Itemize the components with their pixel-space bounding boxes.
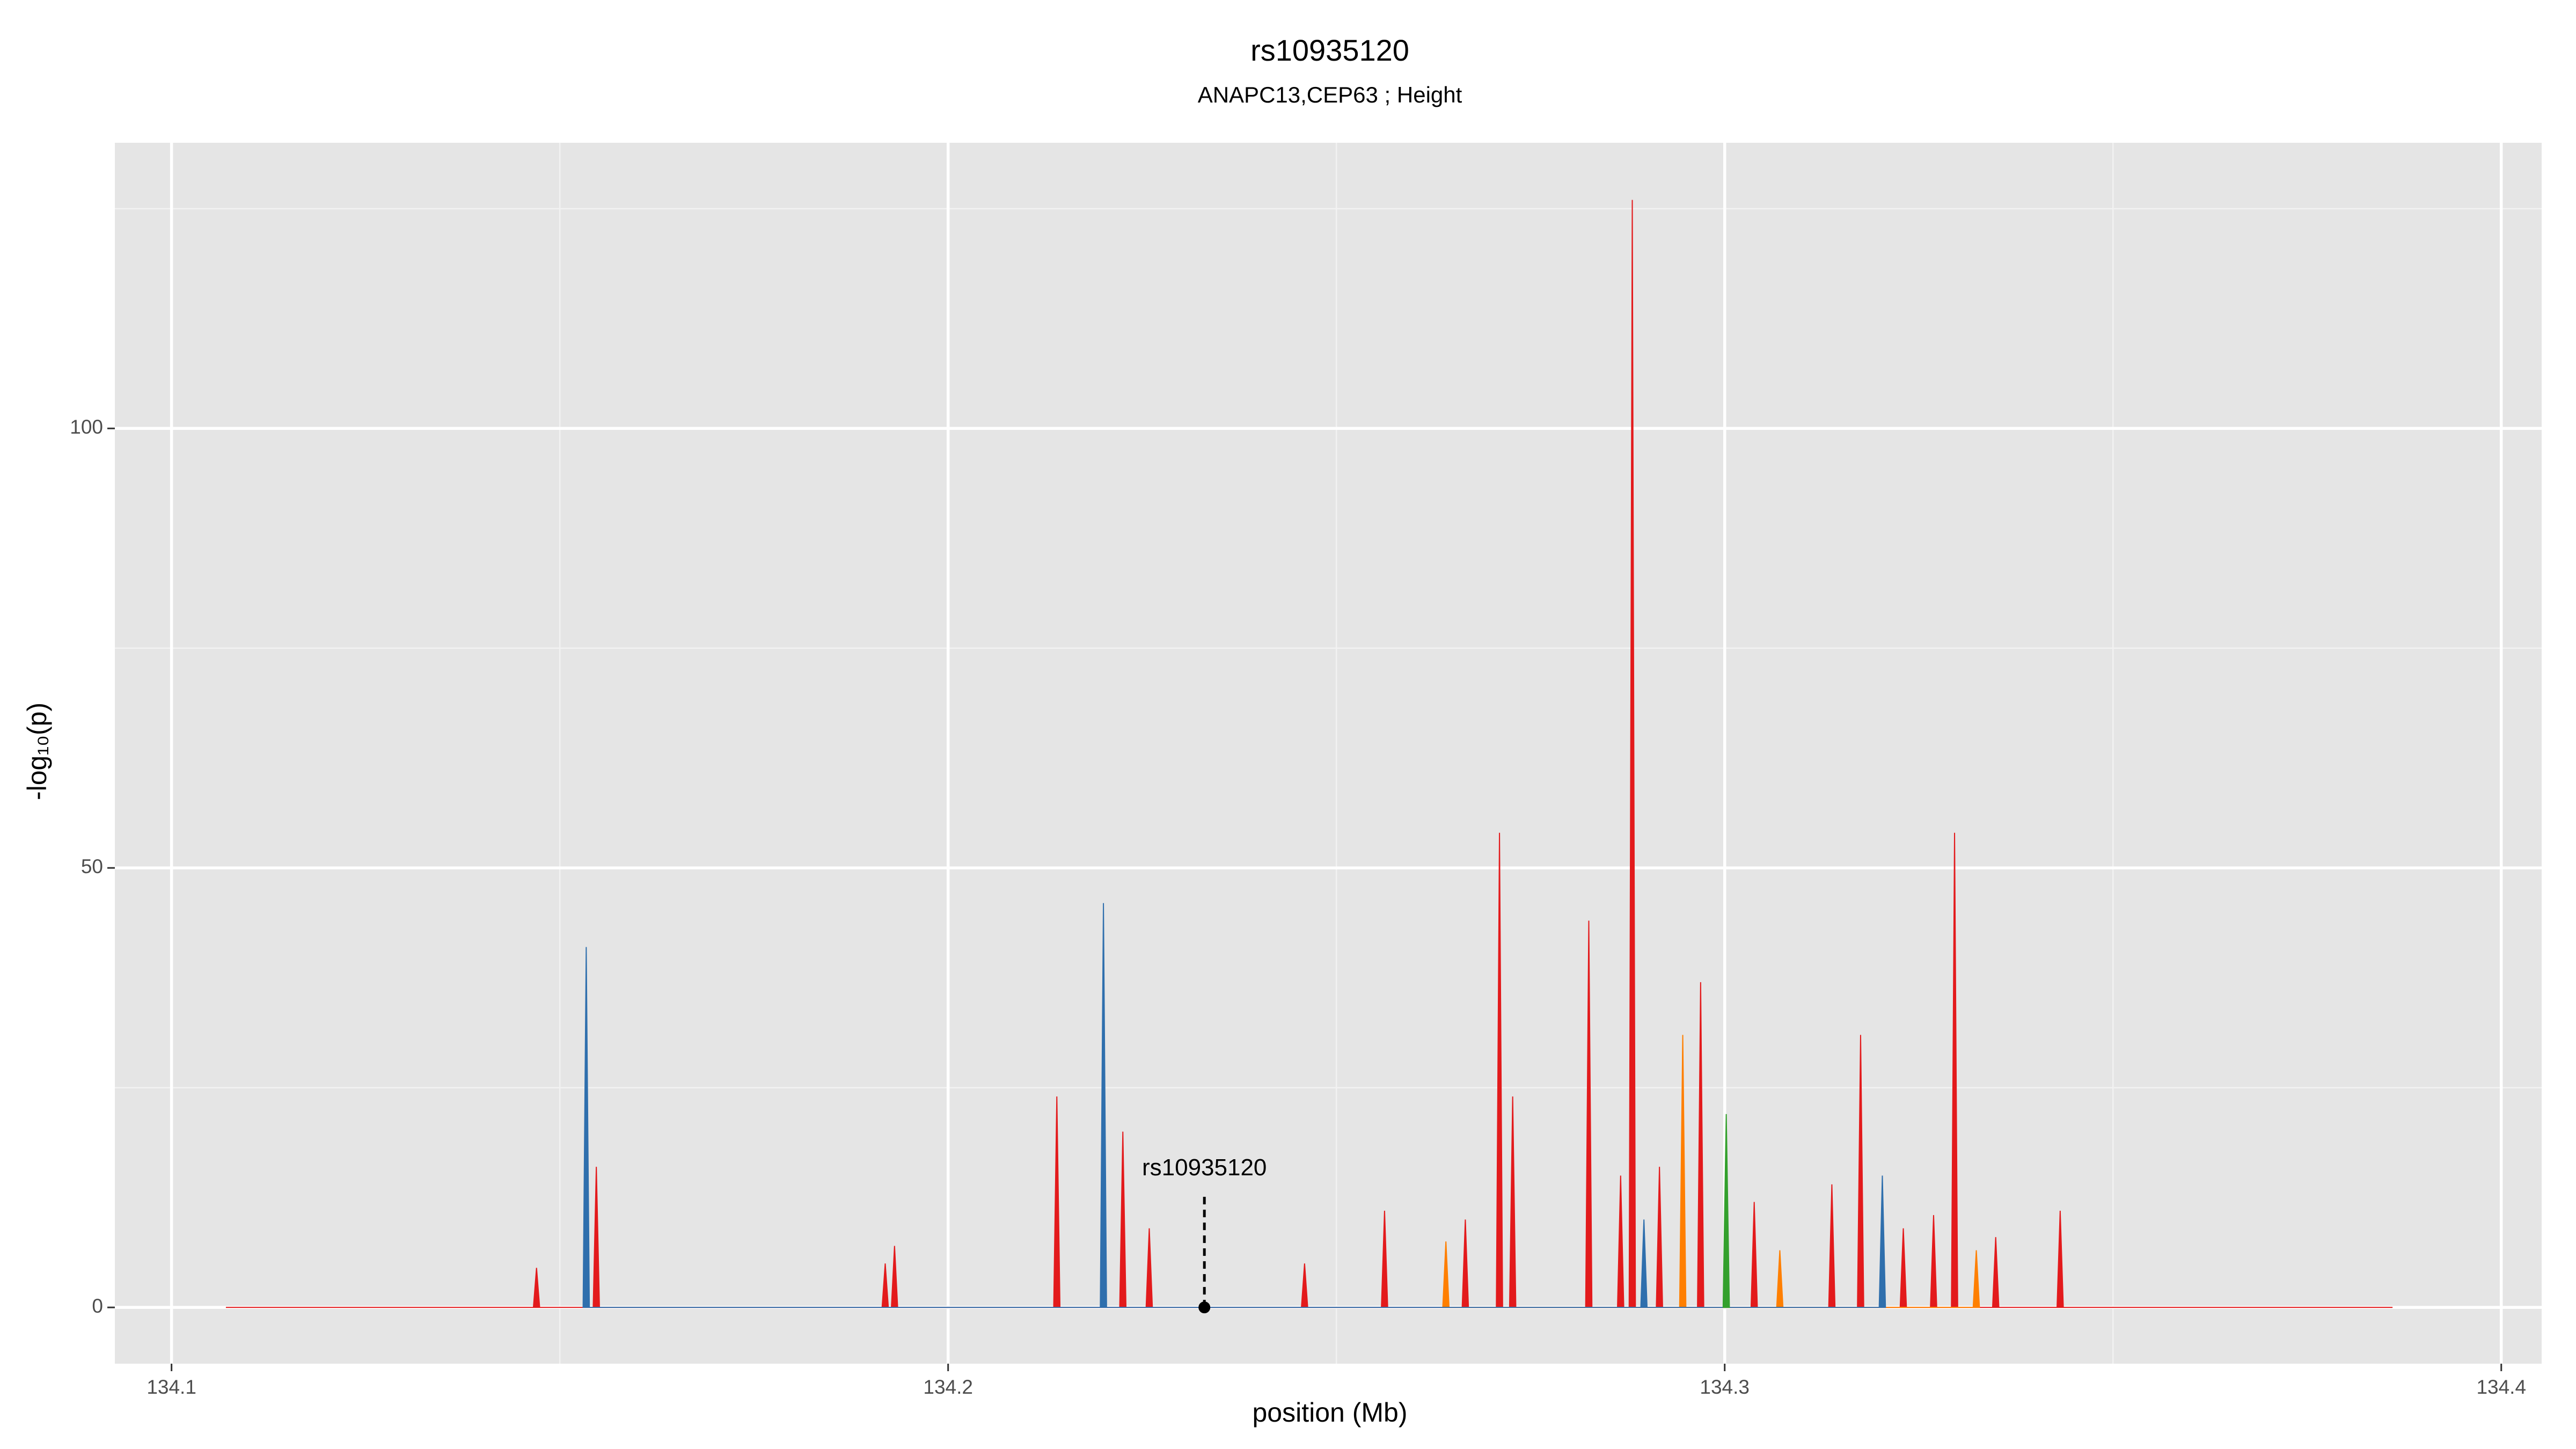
area xyxy=(582,903,1886,1308)
chart-subtitle: ANAPC13,CEP63 ; Height xyxy=(1198,82,1462,107)
x-axis-title: position (Mb) xyxy=(1253,1397,1408,1428)
y-tick-label: 100 xyxy=(70,416,103,438)
y-tick-label: 50 xyxy=(81,855,103,877)
annotation-point xyxy=(1198,1301,1211,1314)
x-tick-label: 134.4 xyxy=(2476,1376,2526,1398)
plot-panel xyxy=(115,143,2542,1364)
x-tick-label: 134.2 xyxy=(923,1376,973,1398)
x-tick-label: 134.1 xyxy=(147,1376,196,1398)
x-tick-label: 134.3 xyxy=(1700,1376,1750,1398)
annotation-label: rs10935120 xyxy=(1142,1154,1267,1181)
y-tick-label: 0 xyxy=(92,1295,103,1317)
chart-title: rs10935120 xyxy=(1250,33,1409,67)
y-axis-title: -log₁₀(p) xyxy=(22,702,52,800)
area xyxy=(1722,1114,1730,1308)
